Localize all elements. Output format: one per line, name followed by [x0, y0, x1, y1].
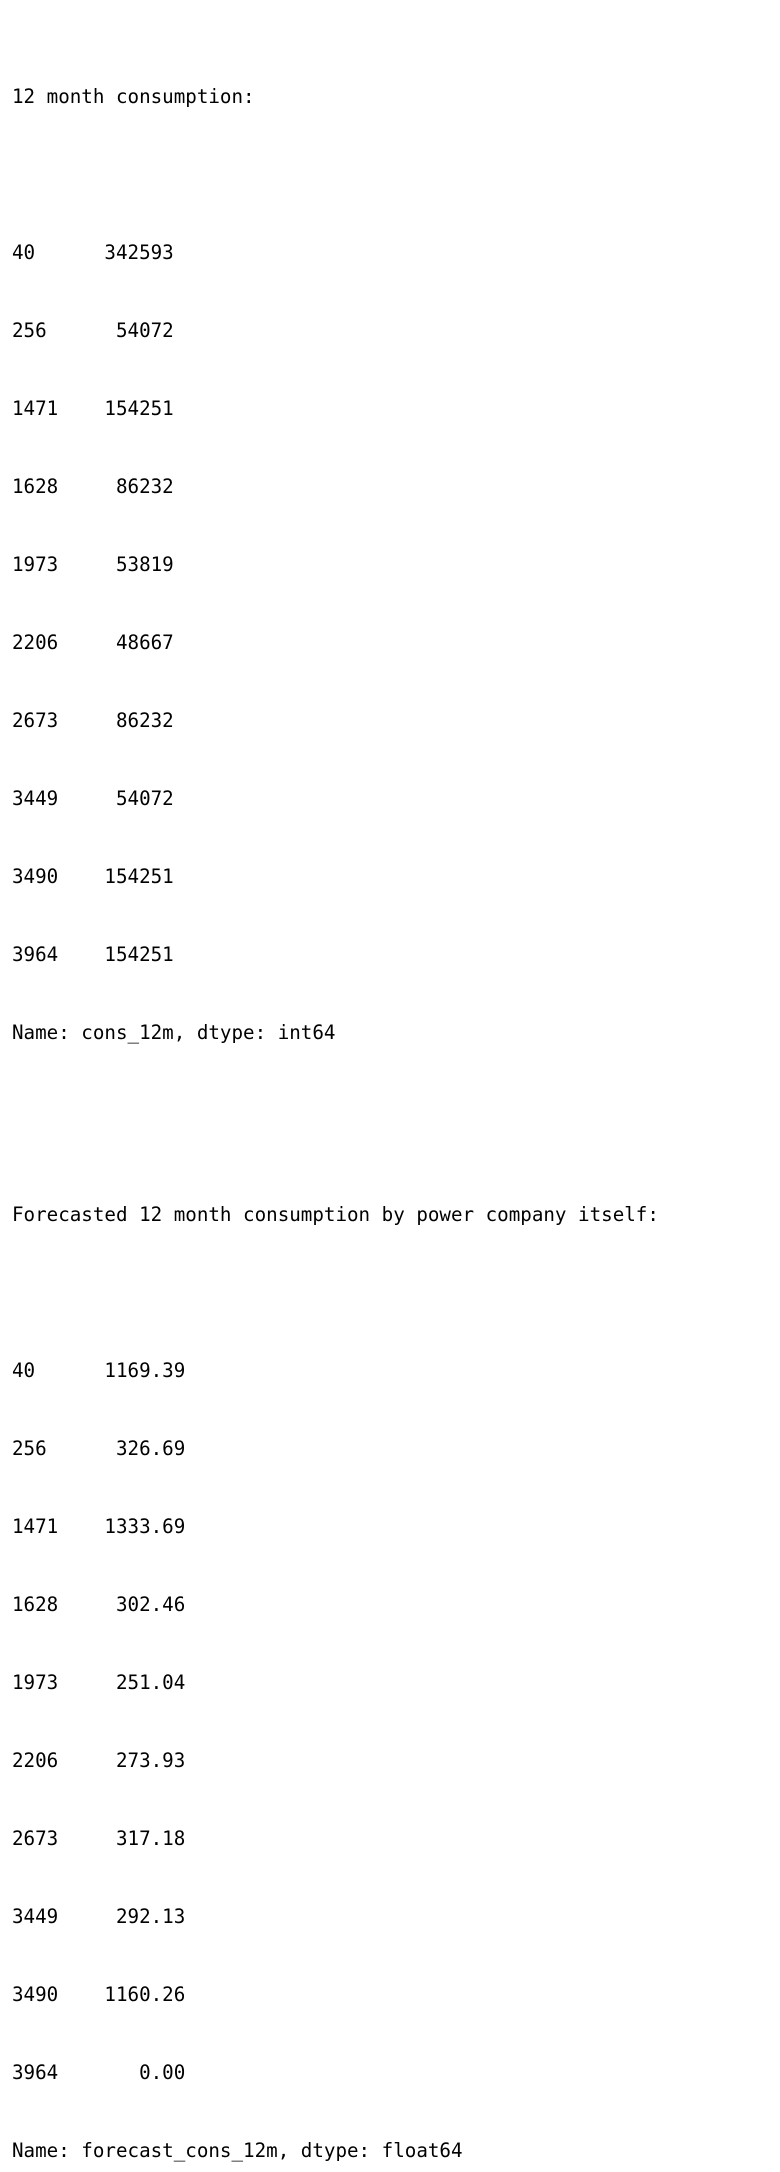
blank-line — [12, 1280, 659, 1306]
section-heading: Forecasted 12 month consumption by power… — [12, 1203, 659, 1226]
blank-line — [12, 162, 659, 188]
blank-line — [12, 1098, 659, 1124]
series-row: 3449 292.13 — [12, 1905, 186, 1928]
series-row: 2673 317.18 — [12, 1827, 186, 1850]
section-heading: 12 month consumption: — [12, 85, 255, 108]
series-row: 1471 154251 — [12, 397, 174, 420]
series-row: 3449 54072 — [12, 787, 174, 810]
series-row: 3964 0.00 — [12, 2061, 186, 2084]
series-row: 256 54072 — [12, 319, 174, 342]
series-row: 3490 1160.26 — [12, 1983, 186, 2006]
series-footer: Name: forecast_cons_12m, dtype: float64 — [12, 2139, 463, 2162]
series-row: 3490 154251 — [12, 865, 174, 888]
series-row: 2206 273.93 — [12, 1749, 186, 1772]
series-row: 40 342593 — [12, 241, 174, 264]
series-row: 256 326.69 — [12, 1437, 186, 1460]
series-row: 1471 1333.69 — [12, 1515, 186, 1538]
series-row: 1973 251.04 — [12, 1671, 186, 1694]
series-row: 1628 86232 — [12, 475, 174, 498]
series-row: 3964 154251 — [12, 943, 174, 966]
series-row: 1973 53819 — [12, 553, 174, 576]
series-row: 2673 86232 — [12, 709, 174, 732]
series-row: 40 1169.39 — [12, 1359, 186, 1382]
series-footer: Name: cons_12m, dtype: int64 — [12, 1021, 336, 1044]
series-row: 1628 302.46 — [12, 1593, 186, 1616]
console-output: 12 month consumption: 40 342593 256 5407… — [12, 6, 659, 2172]
series-row: 2206 48667 — [12, 631, 174, 654]
